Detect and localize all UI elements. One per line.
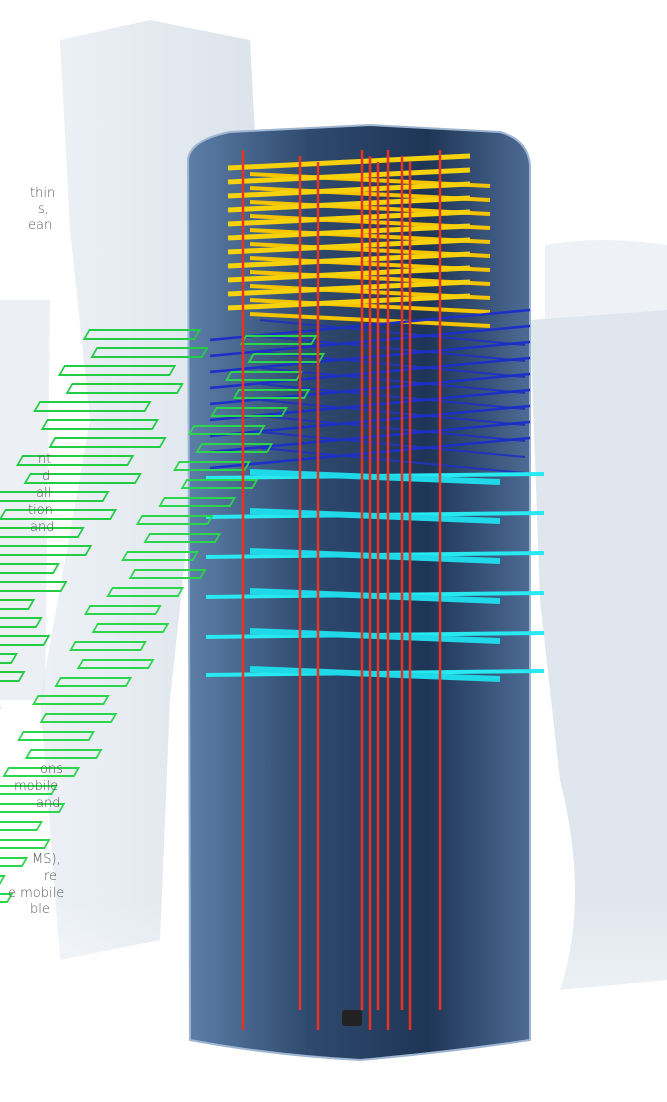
cable-loop	[0, 857, 29, 867]
cable-loop	[0, 599, 36, 610]
cable-loop	[40, 419, 160, 430]
text-line: e mobile	[8, 886, 64, 901]
cable-loop	[90, 347, 209, 358]
cable	[259, 431, 526, 458]
cable-loop	[128, 569, 207, 579]
cable-loop	[17, 731, 95, 741]
cable	[249, 666, 501, 682]
cable-loop	[0, 581, 68, 592]
cable-loop	[210, 407, 289, 417]
cable-loop	[173, 461, 251, 471]
cable	[249, 628, 501, 644]
cable-loop	[57, 365, 177, 376]
cable-loop	[121, 551, 199, 561]
cable-loop	[135, 515, 214, 525]
text-line: ons	[40, 762, 63, 777]
cable	[227, 195, 471, 213]
cable	[227, 209, 471, 227]
cable-loop	[0, 491, 110, 502]
text-line: mobile	[14, 779, 58, 794]
cable-loop	[0, 545, 93, 556]
cable-loop	[0, 617, 43, 628]
cable-loop	[0, 893, 14, 903]
cable-loop	[232, 389, 311, 399]
cable-loop	[187, 425, 266, 435]
cable-loop	[158, 497, 237, 507]
cable-loop	[247, 353, 326, 363]
cable	[249, 548, 501, 564]
cable-loop	[0, 671, 26, 682]
cable	[259, 415, 526, 442]
text-line: ble	[30, 902, 50, 917]
text-line: MS),	[32, 852, 61, 867]
cable	[259, 319, 526, 346]
cable-loop	[76, 659, 155, 669]
cable-loop	[15, 455, 135, 466]
cable	[227, 153, 471, 171]
cable	[259, 399, 526, 426]
cable	[227, 265, 471, 283]
cable	[259, 447, 526, 474]
cable-loop	[0, 875, 6, 885]
cable-loop	[0, 563, 60, 574]
cable-loop	[31, 695, 110, 705]
cable-loop	[54, 677, 133, 687]
cable	[227, 167, 471, 185]
cable	[227, 293, 471, 311]
cable-loop	[0, 653, 18, 664]
cable	[249, 469, 501, 485]
cable-loop	[2, 767, 81, 777]
cable-loop	[106, 587, 185, 597]
cable-loop	[24, 749, 103, 759]
cable	[259, 367, 526, 394]
cable-loop	[82, 329, 202, 340]
text-line: ean	[28, 218, 52, 233]
cable-loop	[0, 635, 51, 646]
cable-loop	[195, 443, 274, 453]
text-line: and	[30, 520, 54, 535]
cable	[227, 237, 471, 255]
cable-loop	[0, 821, 43, 831]
cable-loop	[83, 605, 162, 615]
cable-loop	[69, 641, 147, 651]
cable-loop	[180, 479, 259, 489]
cabling	[0, 150, 545, 1030]
cable	[259, 383, 526, 410]
cable-loop	[65, 383, 184, 394]
core-unit	[342, 1010, 362, 1026]
cable	[249, 508, 501, 524]
text-line: all	[36, 486, 51, 501]
cable	[227, 279, 471, 297]
text-line: s,	[38, 202, 49, 217]
cable-loop	[0, 785, 58, 795]
cable-loop	[33, 401, 152, 412]
cable	[249, 588, 501, 604]
cable-loop	[23, 473, 142, 484]
cable	[227, 251, 471, 269]
cable	[259, 335, 526, 362]
cable-loop	[48, 437, 167, 448]
text-line: re	[44, 869, 57, 884]
text-line: d	[42, 469, 50, 484]
cable-loop	[0, 839, 51, 849]
cable-loop	[143, 533, 222, 543]
text-line: tion	[28, 503, 53, 518]
cable	[227, 181, 471, 199]
cable-loop	[0, 509, 118, 520]
text-line: nt	[38, 452, 51, 467]
cable	[227, 223, 471, 241]
cable-loop	[0, 803, 66, 813]
cable-loop	[0, 527, 85, 538]
text-line: thin	[30, 186, 55, 201]
text-line: and	[36, 796, 60, 811]
cable-loop	[39, 713, 118, 723]
cable-loop	[91, 623, 170, 633]
cable	[259, 351, 526, 378]
